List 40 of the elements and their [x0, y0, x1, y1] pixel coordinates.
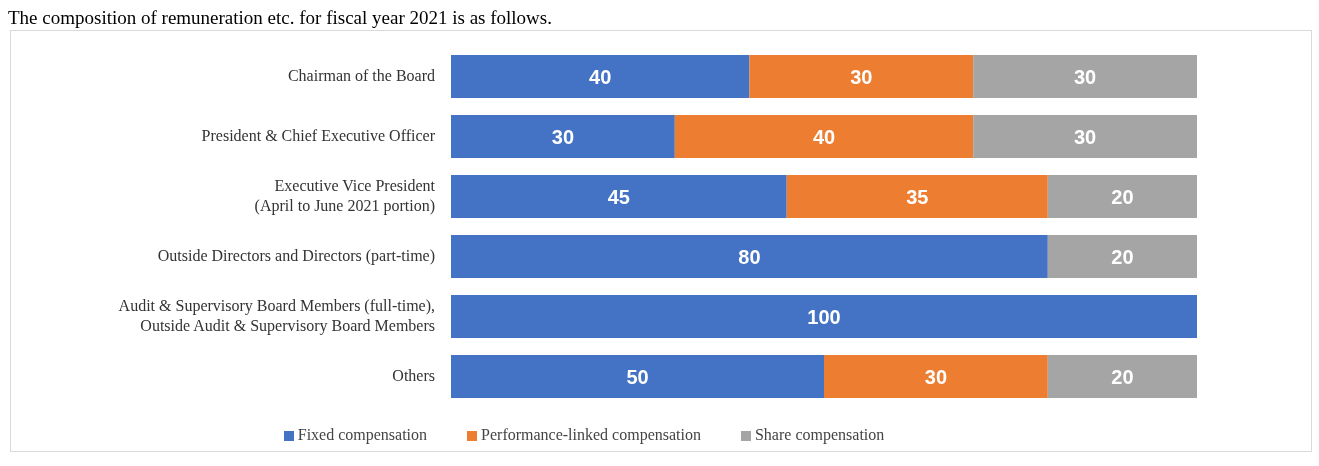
y-tick-label: Outside Directors and Directors (part-time)	[157, 247, 435, 265]
bar	[674, 115, 974, 158]
data-label: 40	[589, 65, 612, 88]
y-tick-label: Others	[392, 367, 435, 384]
bar	[1047, 355, 1197, 398]
data-label: 30	[551, 125, 575, 148]
data-label: 20	[1111, 185, 1134, 208]
data-label: 45	[607, 185, 630, 208]
bar	[1047, 175, 1197, 218]
bar	[973, 115, 1197, 158]
legend-label: Performance-linked compensation	[481, 426, 701, 443]
bar	[451, 235, 1048, 278]
y-tick-label: President & Chief Executive Officer	[201, 127, 436, 144]
legend-label: Share compensation	[754, 426, 885, 443]
y-tick-label: Chairman of the Board	[287, 67, 435, 84]
data-label: 40	[812, 125, 836, 148]
legend-label: Fixed compensation	[297, 426, 428, 443]
data-label: 30	[1073, 125, 1097, 148]
bar	[786, 175, 1048, 218]
bar	[824, 355, 1048, 398]
data-label: 20	[1111, 245, 1134, 268]
bar	[451, 355, 824, 398]
bar	[451, 175, 787, 218]
data-label: 30	[1073, 65, 1097, 88]
data-label: 100	[807, 305, 841, 328]
bar	[451, 115, 675, 158]
text: The composition of remuneration etc. for fiscal year 2021 is as follows.	[8, 7, 553, 30]
data-label: 80	[738, 245, 761, 268]
data-label: 30	[924, 365, 948, 388]
bar	[451, 295, 1197, 338]
bar	[1047, 235, 1197, 278]
data-label: 20	[1111, 365, 1134, 388]
data-label: 35	[906, 185, 929, 208]
bar	[973, 55, 1197, 98]
y-tick-label: Executive Vice President (April to June 2021 portion)	[254, 177, 436, 215]
bar	[749, 55, 974, 98]
bar	[451, 55, 750, 98]
data-label: 50	[626, 365, 649, 388]
data-label: 30	[850, 65, 873, 88]
y-tick-label: Audit & Supervisory Board Members (full-time), Outside Audit & Supervisory Board Members	[118, 297, 435, 335]
